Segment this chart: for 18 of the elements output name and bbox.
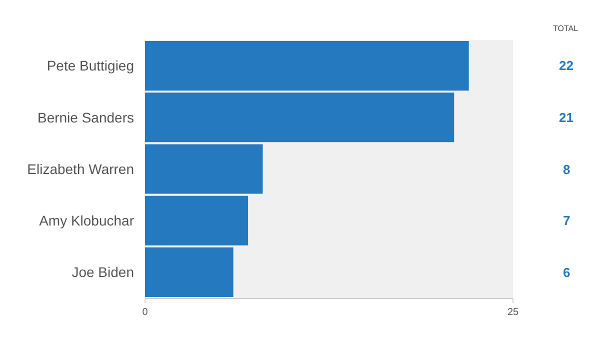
bar — [145, 196, 248, 246]
x-tick-label: 0 — [142, 307, 148, 318]
y-tick-label: Joe Biden — [72, 264, 134, 280]
data-label: 22 — [559, 58, 574, 73]
x-tick-label: 25 — [507, 307, 519, 318]
y-tick-label: Bernie Sanders — [37, 109, 134, 126]
text: TOTAL — [553, 24, 579, 33]
data-label: 8 — [563, 162, 570, 177]
bar — [145, 92, 454, 142]
data-label: 6 — [563, 265, 570, 280]
y-tick-label: Amy Klobuchar — [39, 212, 134, 228]
y-tick-label: Elizabeth Warren — [27, 160, 134, 177]
bar — [145, 247, 234, 297]
data-label: 21 — [559, 110, 574, 125]
bar — [145, 144, 263, 194]
bar — [145, 41, 469, 91]
y-tick-label: Pete Buttigieg — [46, 58, 134, 74]
data-label: 7 — [563, 213, 570, 228]
